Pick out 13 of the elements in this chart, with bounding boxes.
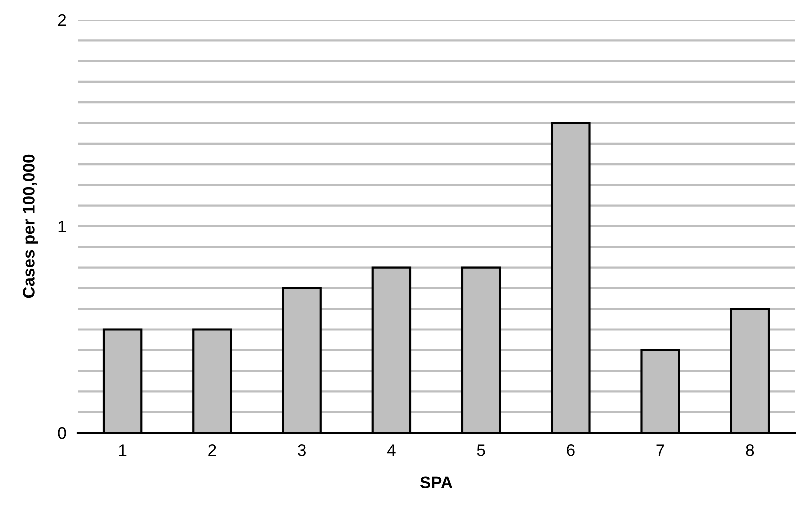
x-tick-label: 7 xyxy=(656,444,664,456)
x-tick-label: 6 xyxy=(567,444,575,456)
y-axis-title: Cases per 100,000 xyxy=(23,154,38,298)
y-tick-label: 2 xyxy=(58,14,66,26)
x-tick-label: 8 xyxy=(746,444,754,456)
y-tick-label: 0 xyxy=(58,427,66,440)
x-tick-label: 3 xyxy=(298,444,306,456)
x-tick-label: 4 xyxy=(387,444,396,456)
x-tick-label: 2 xyxy=(208,444,216,456)
x-tick-label: 5 xyxy=(477,444,486,456)
x-axis-title: SPA xyxy=(420,476,453,489)
y-tick-label: 1 xyxy=(58,221,66,233)
x-tick-label: 1 xyxy=(119,444,127,456)
